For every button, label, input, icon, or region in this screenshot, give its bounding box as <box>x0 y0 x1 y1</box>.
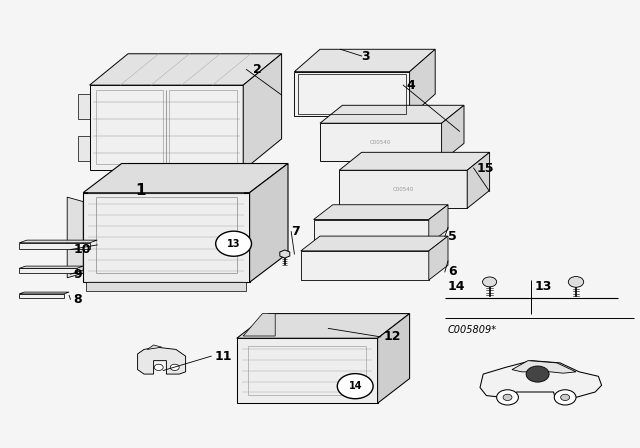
Circle shape <box>483 277 497 287</box>
Polygon shape <box>19 266 83 268</box>
Polygon shape <box>19 294 64 298</box>
Text: 12: 12 <box>384 330 401 344</box>
Text: 2: 2 <box>253 63 262 76</box>
Text: 7: 7 <box>291 225 300 238</box>
Text: 5: 5 <box>448 230 457 243</box>
Polygon shape <box>294 72 410 116</box>
Text: 8: 8 <box>74 293 82 306</box>
Bar <box>78 94 90 119</box>
Circle shape <box>337 374 373 399</box>
Polygon shape <box>410 49 435 116</box>
Polygon shape <box>442 105 464 161</box>
Polygon shape <box>429 205 448 244</box>
Circle shape <box>154 364 163 370</box>
Polygon shape <box>378 314 410 403</box>
Polygon shape <box>243 54 282 170</box>
Circle shape <box>561 394 570 401</box>
Polygon shape <box>301 236 448 251</box>
Circle shape <box>497 390 518 405</box>
Polygon shape <box>243 314 275 336</box>
Polygon shape <box>19 240 97 243</box>
Polygon shape <box>90 85 243 170</box>
Polygon shape <box>429 236 448 280</box>
Polygon shape <box>237 314 410 338</box>
Polygon shape <box>339 170 467 208</box>
Text: 3: 3 <box>362 49 370 63</box>
Polygon shape <box>147 345 162 349</box>
Polygon shape <box>294 49 435 72</box>
Text: C00540: C00540 <box>370 140 392 145</box>
Polygon shape <box>480 361 602 397</box>
Text: 6: 6 <box>448 265 456 279</box>
Circle shape <box>503 394 512 401</box>
Text: 4: 4 <box>406 78 415 92</box>
Polygon shape <box>314 220 429 244</box>
Polygon shape <box>90 54 282 85</box>
Text: C00540: C00540 <box>392 187 414 192</box>
Text: 9: 9 <box>74 267 82 281</box>
Polygon shape <box>250 164 288 282</box>
Circle shape <box>526 366 549 382</box>
Polygon shape <box>320 123 442 161</box>
Polygon shape <box>67 197 83 278</box>
Text: 10: 10 <box>74 243 91 256</box>
Text: 14: 14 <box>448 280 465 293</box>
Polygon shape <box>320 105 464 123</box>
Circle shape <box>568 276 584 287</box>
Polygon shape <box>301 251 429 280</box>
Text: 11: 11 <box>214 349 232 363</box>
Text: 14: 14 <box>348 381 362 391</box>
Bar <box>78 136 90 161</box>
Polygon shape <box>83 164 288 193</box>
Polygon shape <box>237 338 378 403</box>
Text: C005809*: C005809* <box>448 325 497 335</box>
Polygon shape <box>467 152 490 208</box>
Text: 13: 13 <box>227 239 241 249</box>
Text: 15: 15 <box>477 161 494 175</box>
Polygon shape <box>512 361 576 373</box>
Polygon shape <box>19 243 90 249</box>
Polygon shape <box>83 193 250 282</box>
Polygon shape <box>86 282 246 291</box>
Polygon shape <box>19 292 69 294</box>
Polygon shape <box>138 347 186 374</box>
Text: 1: 1 <box>136 183 146 198</box>
Polygon shape <box>19 268 77 273</box>
Circle shape <box>216 231 252 256</box>
Polygon shape <box>314 205 448 220</box>
Polygon shape <box>280 250 290 258</box>
Text: 13: 13 <box>534 280 552 293</box>
Circle shape <box>554 390 576 405</box>
Circle shape <box>170 364 179 370</box>
Polygon shape <box>339 152 490 170</box>
